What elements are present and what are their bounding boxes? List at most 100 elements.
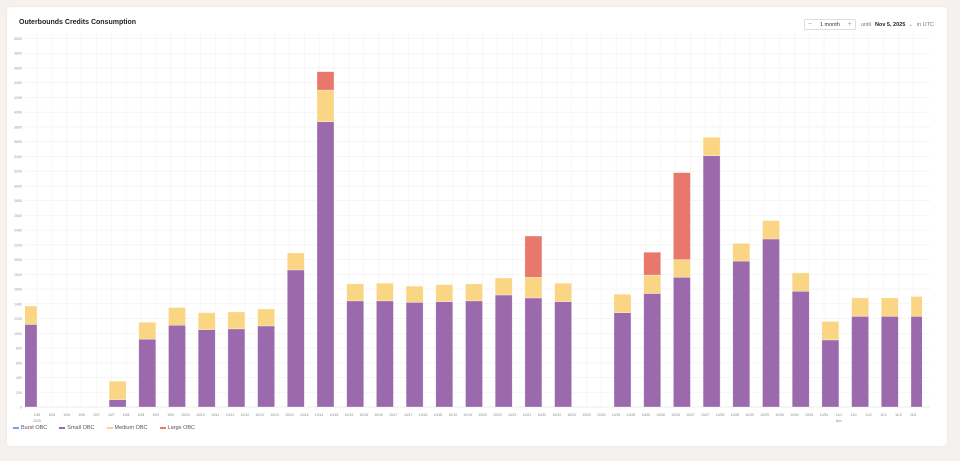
x-tick-label: 10/10: [196, 413, 205, 417]
x-tick-label: 10/9: [167, 413, 174, 417]
x-tick-label: 10/21: [508, 413, 517, 417]
x-tick-label: 10/14: [300, 413, 309, 417]
x-tick-label: 10/23: [582, 413, 591, 417]
x-tick-label: 10/22: [553, 413, 562, 417]
bar-medium-obc-10/5[interactable]: [20, 305, 38, 325]
legend-item[interactable]: Large OBC: [159, 425, 195, 431]
legend-item[interactable]: Burst OBC: [13, 425, 47, 431]
y-tick-label: 3800: [14, 125, 22, 129]
bar-medium-obc-10/15[interactable]: [316, 89, 335, 123]
bar-medium-obc-10/31[interactable]: [791, 272, 810, 292]
y-tick-label: 4200: [14, 96, 22, 100]
bar-small-obc-10/11[interactable]: [197, 329, 216, 408]
legend-label: Burst OBC: [21, 425, 48, 431]
x-tick-label: 10/21: [523, 413, 532, 417]
bar-medium-obc-10/28[interactable]: [702, 137, 721, 156]
bar-medium-obc-11/2[interactable]: [851, 297, 869, 317]
bar-small-obc-10/16[interactable]: [346, 300, 364, 408]
x-tick-label: 10/31: [805, 413, 814, 417]
bar-medium-obc-10/23[interactable]: [554, 282, 572, 302]
bar-medium-obc-10/16[interactable]: [346, 283, 364, 302]
x-tick-label: 10/16: [359, 413, 368, 417]
x-tick-label: 10/8: [138, 413, 145, 417]
bar-medium-obc-10/19[interactable]: [435, 284, 454, 302]
bar-medium-obc-11/1[interactable]: [821, 321, 840, 341]
bar-medium-obc-10/10[interactable]: [168, 307, 186, 326]
bar-large-obc-10/26[interactable]: [643, 251, 661, 276]
x-tick-label: 10/16: [374, 413, 383, 417]
bar-small-obc-10/27[interactable]: [673, 277, 691, 408]
x-tick-label: 10/18: [419, 413, 428, 417]
bar-small-obc-10/23[interactable]: [554, 301, 572, 408]
bar-small-obc-10/20[interactable]: [465, 300, 483, 408]
bar-medium-obc-10/9[interactable]: [138, 321, 157, 340]
bar-medium-obc-10/14[interactable]: [287, 252, 305, 271]
bar-small-obc-10/9[interactable]: [138, 338, 157, 408]
y-tick-label: 0: [20, 406, 22, 410]
chevron-down-icon[interactable]: ⌄: [908, 21, 913, 28]
bar-medium-obc-10/13[interactable]: [257, 308, 275, 327]
x-tick-label: 10/15: [345, 413, 354, 417]
bar-medium-obc-10/12[interactable]: [227, 311, 246, 330]
bar-medium-obc-10/26[interactable]: [643, 274, 661, 294]
bar-small-obc-11/4[interactable]: [910, 316, 928, 408]
bar-small-obc-10/25[interactable]: [613, 312, 632, 408]
bar-small-obc-10/31[interactable]: [791, 291, 810, 408]
x-tick-label: 10/11: [226, 413, 234, 417]
bar-small-obc-11/3[interactable]: [881, 316, 899, 408]
bar-small-obc-10/28[interactable]: [702, 155, 721, 408]
y-tick-label: 3000: [14, 184, 22, 188]
x-tick-label: 10/20: [478, 413, 487, 417]
bar-small-obc-10/29[interactable]: [732, 260, 751, 408]
bar-medium-obc-10/22[interactable]: [524, 277, 543, 299]
bar-small-obc-10/19[interactable]: [435, 301, 454, 408]
bar-small-obc-11/2[interactable]: [851, 316, 869, 408]
bar-small-obc-10/13[interactable]: [257, 325, 275, 408]
bar-medium-obc-10/20[interactable]: [465, 283, 483, 302]
end-date-picker[interactable]: Nov 5, 2025: [874, 21, 906, 28]
y-tick-label: 1400: [14, 302, 22, 306]
bar-large-obc-10/15[interactable]: [316, 71, 335, 91]
y-tick-label: 800: [16, 347, 22, 351]
bar-small-obc-10/15[interactable]: [316, 121, 335, 408]
bar-medium-obc-11/4[interactable]: [910, 296, 928, 317]
bar-medium-obc-10/11[interactable]: [197, 312, 216, 330]
legend-item[interactable]: Small OBC: [59, 425, 95, 431]
bar-medium-obc-10/25[interactable]: [613, 293, 632, 313]
bar-small-obc-10/30[interactable]: [762, 238, 780, 408]
bar-medium-obc-10/18[interactable]: [405, 285, 424, 303]
bar-small-obc-10/21[interactable]: [494, 294, 513, 408]
y-tick-label: 1000: [14, 332, 22, 336]
x-tick-label: 10/24: [597, 413, 606, 417]
x-tick-label: 10/27: [686, 413, 695, 417]
bar-small-obc-10/22[interactable]: [524, 297, 543, 408]
x-tick-label: 10/19: [463, 413, 472, 417]
bar-small-obc-10/8[interactable]: [108, 399, 127, 408]
bar-medium-obc-10/29[interactable]: [732, 243, 751, 262]
legend-swatch: [13, 427, 19, 429]
bar-large-obc-10/22[interactable]: [524, 235, 543, 278]
bar-small-obc-10/14[interactable]: [287, 269, 305, 408]
bar-small-obc-10/5[interactable]: [20, 324, 38, 408]
minus-icon[interactable]: −: [807, 21, 812, 28]
plus-icon[interactable]: +: [847, 21, 852, 28]
bar-small-obc-10/10[interactable]: [168, 324, 186, 408]
bar-small-obc-11/1[interactable]: [821, 339, 840, 408]
x-tick-label: 11/3: [895, 413, 901, 417]
bar-medium-obc-10/30[interactable]: [762, 220, 780, 240]
bar-medium-obc-10/17[interactable]: [376, 282, 394, 302]
bar-small-obc-10/18[interactable]: [405, 302, 424, 408]
bar-medium-obc-10/27[interactable]: [673, 259, 691, 278]
range-stepper[interactable]: − 1 month +: [803, 19, 856, 30]
bar-medium-obc-11/3[interactable]: [881, 297, 899, 317]
bar-medium-obc-10/8[interactable]: [108, 380, 127, 400]
legend-item[interactable]: Medium OBC: [106, 425, 148, 431]
bar-small-obc-10/12[interactable]: [227, 328, 246, 408]
bar-small-obc-10/17[interactable]: [376, 300, 394, 408]
bar-small-obc-10/26[interactable]: [643, 293, 661, 408]
legend-label: Medium OBC: [114, 425, 148, 431]
bar-medium-obc-10/21[interactable]: [494, 277, 513, 296]
bar-large-obc-10/27[interactable]: [673, 172, 691, 260]
x-tick-label: 10/10: [181, 413, 190, 417]
